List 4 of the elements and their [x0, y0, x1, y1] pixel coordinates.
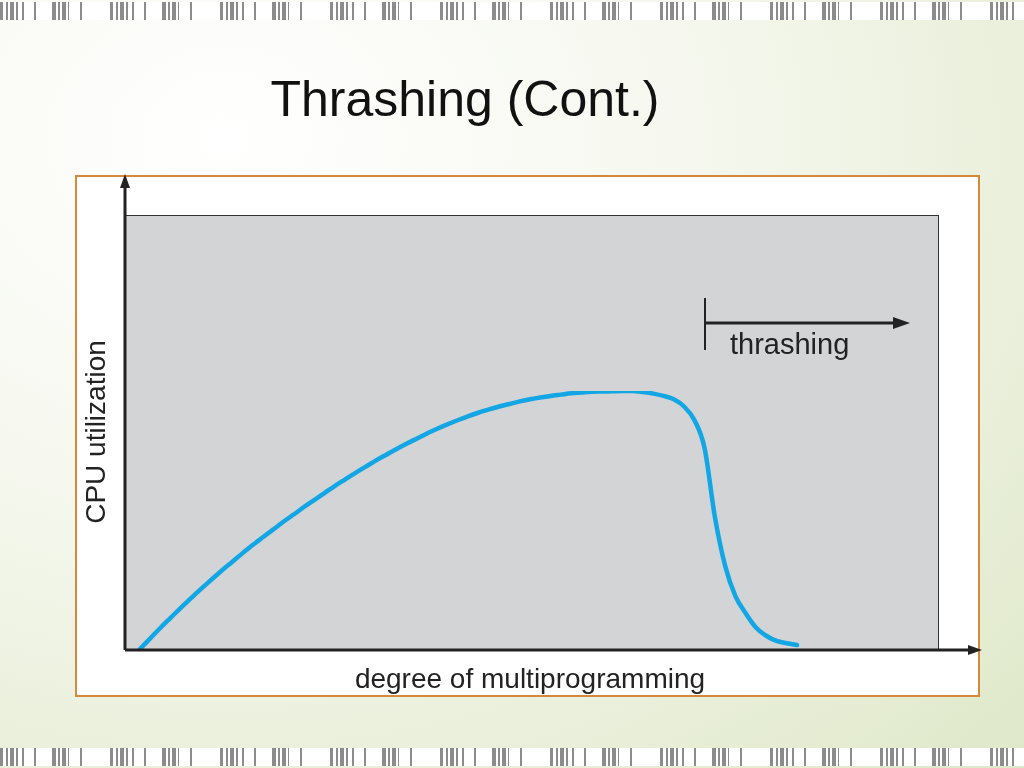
x-axis-title: degree of multiprogramming	[354, 663, 706, 694]
y-axis-title: CPU utilization	[80, 340, 111, 524]
chart-title: Thrashing (Cont.)	[270, 71, 660, 127]
text: thrashing	[730, 328, 850, 360]
